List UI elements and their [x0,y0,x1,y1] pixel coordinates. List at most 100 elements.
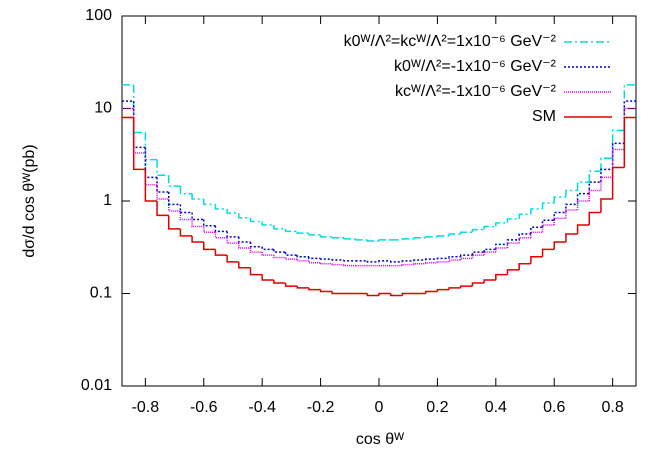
histogram-step [378,260,391,262]
histogram-step [249,248,263,253]
histogram-step [460,231,473,234]
histogram-step [273,255,286,259]
histogram-step [565,203,578,213]
histogram-step [366,239,379,242]
histogram-step [261,252,274,256]
histogram-step [366,293,379,297]
histogram-step [308,256,321,260]
histogram-step [623,116,636,168]
histogram-step [483,248,496,253]
histogram-step [588,211,601,226]
histogram-step [424,261,438,264]
histogram-step [179,204,193,214]
histogram-step [424,258,438,261]
histogram-step [389,293,403,297]
legend-label: kcᵂ/Λ²=-1x10⁻⁶ GeV⁻² [395,83,557,100]
histogram-step [238,236,251,243]
histogram-step [565,209,578,219]
histogram-step [448,259,461,262]
histogram-step [167,192,181,206]
histogram-step [144,132,158,161]
histogram-step [436,288,450,292]
histogram-step [495,273,508,280]
histogram-step [413,259,426,261]
histogram-step [448,233,461,236]
histogram-step [460,254,473,257]
histogram-step [308,287,321,291]
histogram-step [238,261,251,269]
histogram-step [506,269,520,275]
histogram-step [331,259,344,261]
histogram-step [413,262,426,265]
x-tick-label: -0.8 [132,399,160,416]
histogram-step [611,166,625,200]
histogram-step [600,176,613,191]
y-tick-label: 0.1 [90,285,112,302]
histogram-step [284,228,298,233]
histogram-step [284,252,298,256]
histogram-step [401,260,415,262]
y-tick-label: 100 [85,7,112,24]
histogram-step [424,236,438,238]
histogram-step [483,251,496,256]
histogram-step [214,249,228,256]
plot-frame [121,15,637,387]
histogram-step [553,211,566,221]
histogram-step [518,262,531,270]
histogram-step [588,189,601,201]
histogram-step [471,251,485,256]
histogram-step [156,184,169,200]
histogram-step [308,233,321,236]
histogram-step [518,233,531,240]
x-tick-label: 0.2 [426,399,448,416]
histogram-step [518,213,531,219]
histogram-step [611,148,625,178]
histogram-step [179,228,193,237]
histogram-step [506,242,520,249]
histogram-step [343,260,356,262]
histogram-step [296,286,309,289]
legend-label: k0ᵂ/Λ²=kcᵂ/Λ²=1x10⁻⁶ GeV⁻² [344,33,557,50]
histogram-step [167,175,181,187]
histogram-step [319,262,333,265]
histogram-step [249,217,263,223]
histogram-step [413,237,426,239]
histogram-step [132,101,146,149]
x-tick-label: -0.2 [307,399,335,416]
histogram-step [541,224,555,233]
histogram-step [448,287,461,290]
x-tick-label: -0.6 [190,399,218,416]
histogram-step [600,157,613,172]
histogram-step [471,254,485,259]
histogram-step [378,239,391,241]
histogram-step [565,189,578,198]
histogram-step [191,235,204,243]
y-axis-label: dσ/d cos θᵂ(pb) [21,144,38,257]
histogram-step [179,210,193,221]
histogram-step [495,247,508,253]
histogram-step [331,263,344,266]
histogram-step [460,257,473,261]
histogram-step [518,237,531,244]
histogram-step [343,264,356,267]
histogram-step [588,170,601,183]
histogram-step [530,255,543,264]
histogram-step [144,147,158,179]
histogram-step [565,233,578,243]
histogram-step [296,259,309,262]
histogram-step [319,258,333,260]
histogram-step [576,181,590,191]
histogram-step [424,290,438,294]
legend-label: k0ᵂ/Λ²=-1x10⁻⁶ GeV⁻² [394,58,557,75]
histogram-step [203,242,216,251]
histogram-step [261,221,274,226]
histogram-step [132,108,146,154]
histogram-step [308,260,321,264]
histogram-step [448,255,461,259]
histogram-step [506,218,520,223]
x-tick-label: 0 [375,399,384,416]
histogram-step [600,198,613,213]
histogram-step [284,282,298,287]
histogram-step [471,228,485,233]
histogram-step [495,222,508,227]
